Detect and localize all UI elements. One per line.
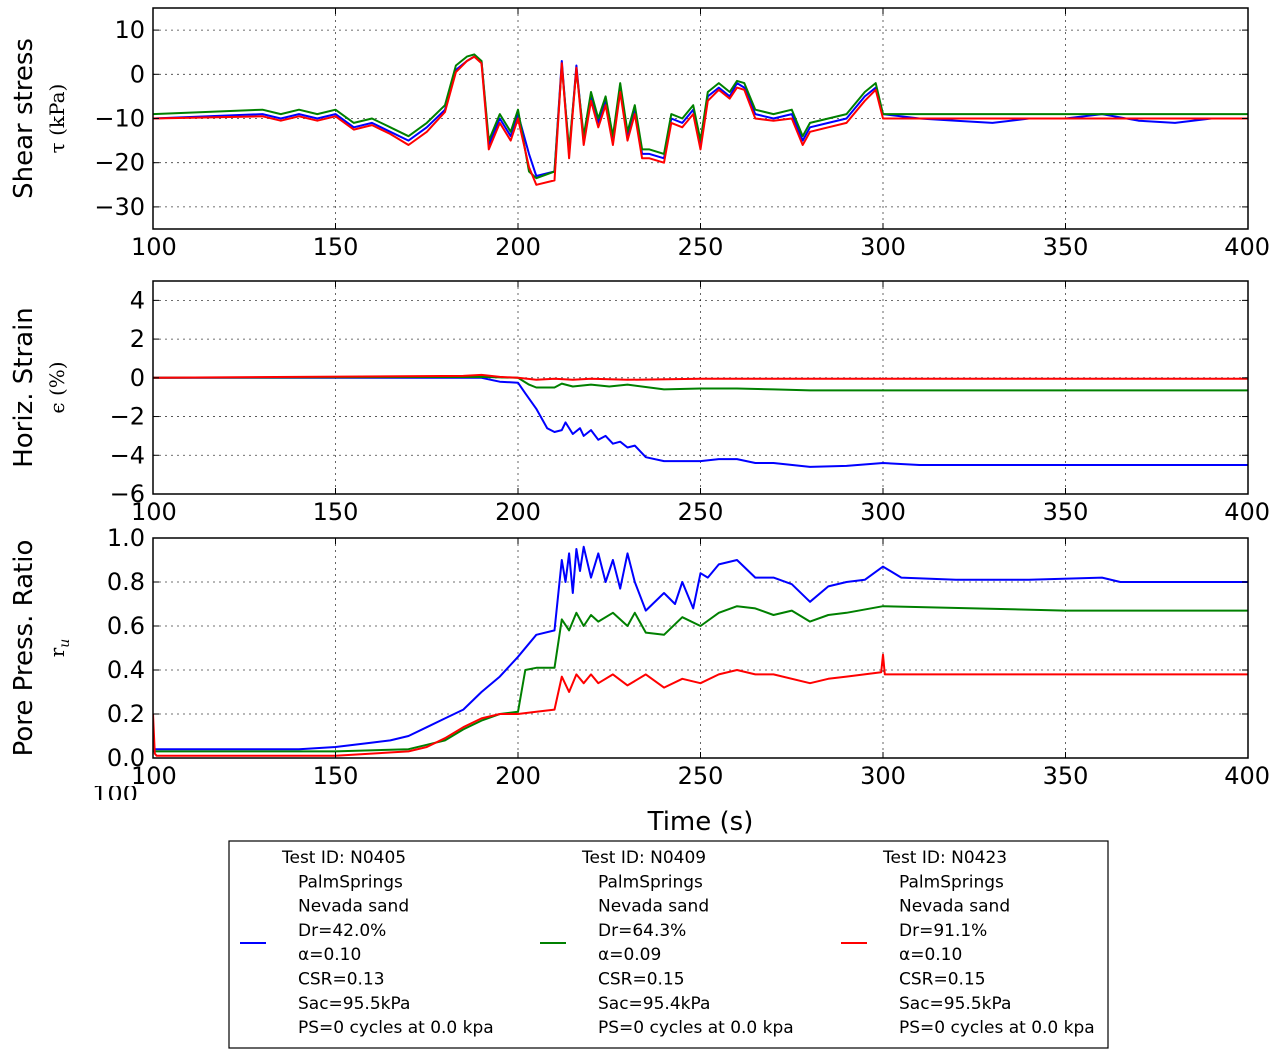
legend-text-line: Test ID: N0409	[581, 848, 706, 868]
x-tick-label: 300	[860, 233, 906, 261]
legend-text-line: Sac=95.5kPa	[899, 994, 1011, 1014]
x-tick-label: 150	[313, 233, 359, 261]
x-tick-label: 100	[131, 233, 177, 261]
y-tick-label: 0.2	[107, 700, 145, 728]
y-tick-label: 0	[130, 60, 145, 88]
legend-text-line: Nevada sand	[298, 897, 409, 917]
series-line-3	[153, 653, 1248, 757]
legend-text-line: Dr=91.1%	[899, 921, 987, 941]
series-line-3	[153, 55, 1248, 186]
legend-text-line: PalmSprings	[298, 872, 403, 892]
x-tick-label: 400	[1224, 498, 1270, 526]
y-axis-sublabel: ru	[45, 639, 73, 658]
legend-text-line: Nevada sand	[598, 897, 709, 917]
legend-text-line: α=0.09	[598, 945, 661, 965]
x-tick-label: 100	[131, 762, 177, 790]
y-axis-label: Horiz. Strain	[9, 307, 39, 468]
x-tick-label: 200	[495, 762, 541, 790]
x-tick-label: 300	[860, 762, 906, 790]
legend-text-line: PalmSprings	[598, 872, 703, 892]
series-line-2	[153, 375, 1248, 392]
series-line-2	[153, 605, 1248, 753]
panel-2: 100 150 200 250 300 350 400 −6 −4 −2 0 2 4 Horiz. Str…	[9, 280, 1270, 526]
legend-text-line: Sac=95.4kPa	[598, 994, 710, 1014]
y-axis-label: Shear stress	[9, 38, 39, 199]
legend-text-line: α=0.10	[899, 945, 962, 965]
y-tick-label: −4	[110, 441, 145, 469]
x-tick-label: 400	[1224, 233, 1270, 261]
y-tick-label: 0.6	[107, 612, 145, 640]
y-axis-label: Pore Press. Ratio	[9, 540, 39, 757]
x-tick-label: 100	[131, 498, 177, 526]
y-tick-label: 2	[130, 325, 145, 353]
x-tick-label: 350	[1043, 762, 1089, 790]
series-group	[153, 545, 1248, 757]
y-tick-label: 4	[130, 286, 145, 314]
x-tick-label: 300	[860, 498, 906, 526]
series-line-1	[153, 545, 1248, 751]
legend-text-line: Test ID: N0423	[882, 848, 1007, 868]
legend-text-line: Sac=95.5kPa	[298, 994, 410, 1014]
y-tick-label: 0.4	[107, 656, 145, 684]
x-tick-label: 350	[1043, 498, 1089, 526]
series-line-3	[153, 373, 1248, 381]
legend-frame	[228, 840, 1109, 1049]
x-tick-label: 250	[678, 762, 724, 790]
series-group	[153, 53, 1248, 186]
x-tick-label: 150	[313, 498, 359, 526]
y-tick-label: 1.0	[107, 524, 145, 552]
legend-text-line: α=0.10	[298, 945, 361, 965]
legend-text-line: Nevada sand	[899, 897, 1010, 917]
y-tick-label: −20	[94, 149, 145, 177]
x-tick-label: 150	[313, 762, 359, 790]
x-tick-label: 250	[678, 233, 724, 261]
y-tick-label: 0.0	[107, 744, 145, 772]
y-axis-sublabel: τ (kPa)	[45, 84, 69, 154]
y-tick-label: −10	[94, 105, 145, 133]
x-tick-label: 250	[678, 498, 724, 526]
legend-text-line: Test ID: N0405	[281, 848, 406, 868]
legend-entry-2: Test ID: N0409 PalmSprings Nevada sand Dr=6…	[540, 848, 794, 1038]
legend-text-line: PS=0 cycles at 0.0 kpa	[598, 1018, 794, 1038]
y-tick-label: 0.8	[107, 568, 145, 596]
y-tick-label: −2	[110, 403, 145, 431]
legend-text-line: PS=0 cycles at 0.0 kpa	[298, 1018, 494, 1038]
x-tick-label: 200	[495, 233, 541, 261]
y-axis-sublabel: ϵ (%)	[45, 361, 69, 413]
panel-3: 100 150 200 250 300 350 400 0.0 0.2 0.4 0.6 0.8 1.0 P…	[9, 524, 1270, 837]
legend-entry-3: Test ID: N0423 PalmSprings Nevada sand Dr=9…	[841, 848, 1095, 1038]
panel-1: 100 150 200 250 300 350 400 −30 −20 −10 0 10 Shear s…	[9, 7, 1270, 261]
y-tick-label: −30	[94, 193, 145, 221]
y-tick-label: −6	[110, 480, 145, 508]
legend-text-line: Dr=64.3%	[598, 921, 686, 941]
y-axis-sublabel-index: u	[57, 639, 73, 648]
x-tick-label: 350	[1043, 233, 1089, 261]
x-axis-label: Time (s)	[647, 807, 754, 837]
series-group	[153, 373, 1248, 468]
y-tick-label: 0	[130, 364, 145, 392]
legend-text-line: CSR=0.13	[298, 970, 385, 990]
legend-text-line: CSR=0.15	[899, 970, 986, 990]
legend-text-line: PS=0 cycles at 0.0 kpa	[899, 1018, 1095, 1038]
series-line-1	[153, 376, 1248, 468]
series-line-2	[153, 53, 1248, 180]
legend-text-line: PalmSprings	[899, 872, 1004, 892]
x-tick-label: 200	[495, 498, 541, 526]
y-tick-label: 10	[114, 16, 145, 44]
x-tick-label: 400	[1224, 762, 1270, 790]
legend-text-line: Dr=42.0%	[298, 921, 386, 941]
legend-entry-1: Test ID: N0405 PalmSprings Nevada sand Dr=4…	[240, 848, 494, 1038]
legend-text-line: CSR=0.15	[598, 970, 685, 990]
legend: Test ID: N0405 PalmSprings Nevada sand Dr=4…	[228, 840, 1109, 1049]
overlap-tick-label: 100	[92, 780, 138, 808]
